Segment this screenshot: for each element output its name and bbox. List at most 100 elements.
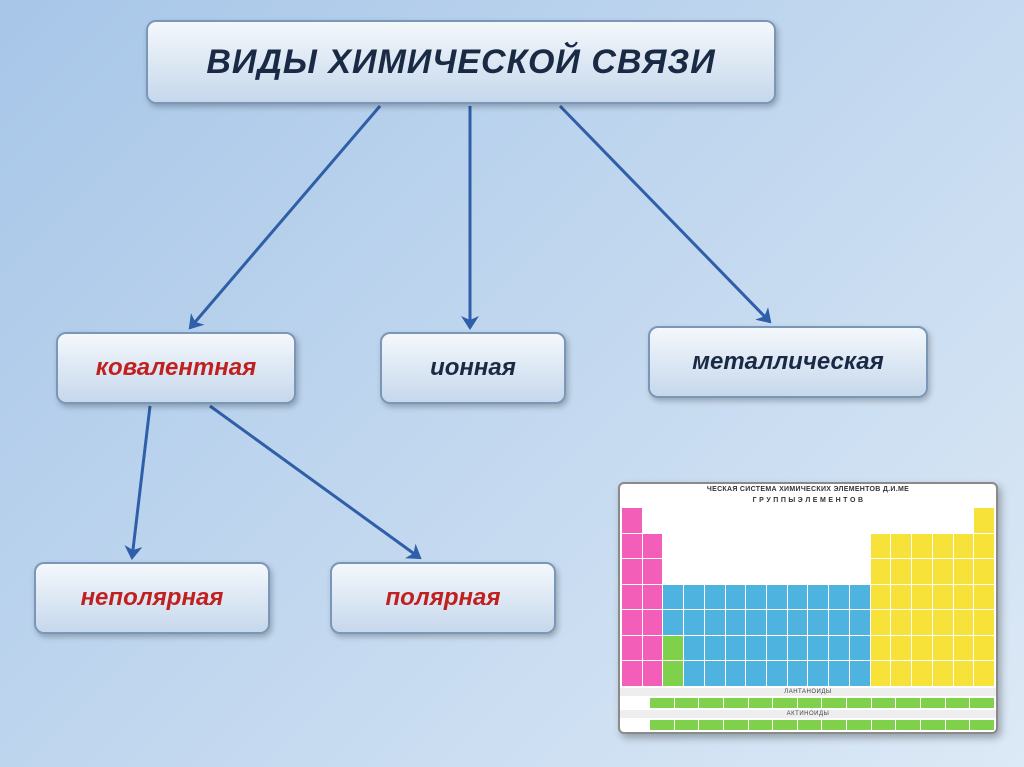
ptable-cell [829, 585, 849, 610]
ptable-cell [896, 698, 920, 708]
ptable-cell [871, 508, 891, 533]
ptable-cell [622, 559, 642, 584]
ptable-cell [954, 534, 974, 559]
node-metallic: металлическая [648, 326, 928, 398]
node-covalent-text: ковалентная [96, 354, 256, 382]
ptable-cell [622, 636, 642, 661]
ptable-cell [705, 534, 725, 559]
ptable-cell [829, 559, 849, 584]
ptable-cell [798, 698, 822, 708]
ptable-cell [872, 698, 896, 708]
ptable-cell [663, 508, 683, 533]
ptable-cell [705, 585, 725, 610]
ptable-cell [822, 698, 846, 708]
ptable-cell [871, 534, 891, 559]
ptable-cell [643, 661, 663, 686]
ptable-cell [808, 636, 828, 661]
ptable-cell [891, 661, 911, 686]
ptable-cell [946, 720, 970, 730]
ptable-cell [933, 636, 953, 661]
ptable-cell [891, 559, 911, 584]
ptable-cell [847, 698, 871, 708]
node-polar-text: полярная [385, 584, 500, 612]
ptable-cell [912, 534, 932, 559]
ptable-cell [788, 559, 808, 584]
ptable-cell [726, 534, 746, 559]
ptable-cell [808, 534, 828, 559]
ptable-cell [622, 534, 642, 559]
ptable-cell [891, 508, 911, 533]
ptable-cell [808, 559, 828, 584]
ptable-cell [970, 698, 994, 708]
ptable-cell [974, 559, 994, 584]
node-polar: полярная [330, 562, 556, 634]
ptable-cell [822, 720, 846, 730]
ptable-cell [788, 508, 808, 533]
ptable-cell [829, 534, 849, 559]
node-title: ВИДЫ ХИМИЧЕСКОЙ СВЯЗИ [146, 20, 776, 104]
ptable-cell [622, 508, 642, 533]
ptable-cell [850, 610, 870, 635]
ptable-cell [767, 559, 787, 584]
ptable-cell [643, 508, 663, 533]
ptable-cell [684, 559, 704, 584]
ptable-cell [912, 610, 932, 635]
ptable-cell [726, 661, 746, 686]
ptable-cell [871, 636, 891, 661]
node-nonpolar: неполярная [34, 562, 270, 634]
ptable-cell [746, 508, 766, 533]
ptable-cell [829, 636, 849, 661]
periodic-table: ЧЕСКАЯ СИСТЕМА ХИМИЧЕСКИХ ЭЛЕМЕНТОВ Д.И.… [618, 482, 998, 734]
ptable-cell [808, 610, 828, 635]
ptable-cell [921, 698, 945, 708]
ptable-cell [946, 698, 970, 708]
ptable-cell [650, 698, 674, 708]
ptable-cell [705, 610, 725, 635]
ptable-cell [788, 610, 808, 635]
ptable-cell [954, 636, 974, 661]
ptable-cell [954, 585, 974, 610]
ptable-cell [684, 585, 704, 610]
ptable-cell [912, 661, 932, 686]
ptable-cell [788, 661, 808, 686]
ptable-cell [705, 559, 725, 584]
ptable-cell [622, 585, 642, 610]
ptable-cell [622, 610, 642, 635]
ptable-cell [724, 698, 748, 708]
ptable-cell [933, 534, 953, 559]
ptable-cell [675, 720, 699, 730]
node-nonpolar-text: неполярная [81, 584, 224, 612]
ptable-lanth-label: ЛАНТАНОИДЫ [620, 688, 996, 696]
ptable-cell [726, 559, 746, 584]
ptable-cell [643, 585, 663, 610]
ptable-cell [850, 559, 870, 584]
ptable-cell [767, 534, 787, 559]
ptable-cell [808, 585, 828, 610]
ptable-cell [808, 508, 828, 533]
ptable-cell [788, 585, 808, 610]
ptable-cell [705, 508, 725, 533]
ptable-cell [933, 661, 953, 686]
ptable-cell [699, 720, 723, 730]
ptable-cell [850, 585, 870, 610]
ptable-groups-label: Г Р У П П Ы Э Л Е М Е Н Т О В [620, 495, 996, 506]
ptable-cell [643, 534, 663, 559]
ptable-cell [974, 661, 994, 686]
ptable-cell [921, 720, 945, 730]
ptable-cell [933, 508, 953, 533]
ptable-cell [773, 698, 797, 708]
ptable-cell [891, 534, 911, 559]
ptable-cell [684, 661, 704, 686]
ptable-cell [746, 559, 766, 584]
ptable-cell [746, 610, 766, 635]
ptable-cell [912, 559, 932, 584]
ptable-cell [970, 720, 994, 730]
ptable-cell [699, 698, 723, 708]
ptable-cell [891, 610, 911, 635]
ptable-cell [798, 720, 822, 730]
ptable-cell [829, 661, 849, 686]
ptable-cell [871, 559, 891, 584]
node-metallic-text: металлическая [692, 348, 884, 376]
ptable-cell [622, 661, 642, 686]
ptable-cell [749, 698, 773, 708]
